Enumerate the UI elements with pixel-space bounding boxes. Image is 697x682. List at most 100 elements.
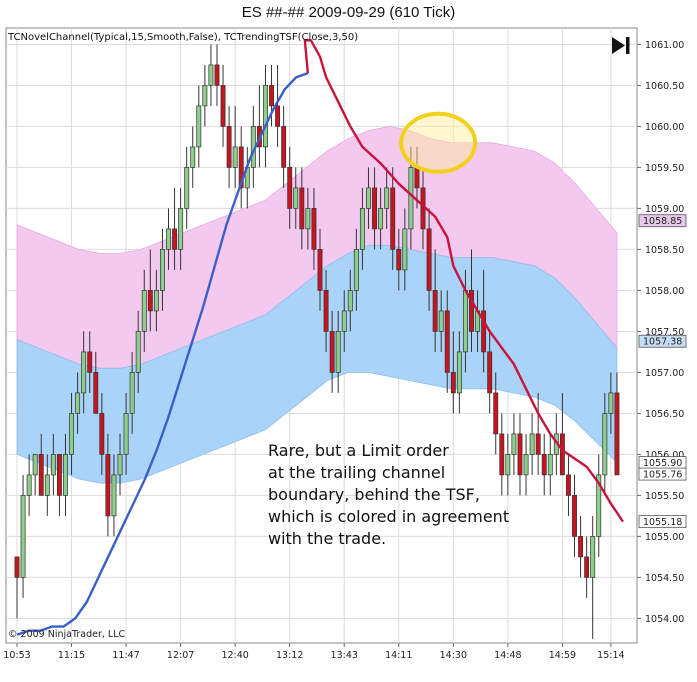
candle bbox=[347, 269, 353, 332]
candle bbox=[432, 249, 438, 352]
candle bbox=[390, 167, 396, 270]
candle-body bbox=[347, 290, 353, 312]
candle-body bbox=[38, 454, 44, 496]
candle bbox=[87, 331, 93, 393]
candle-body bbox=[63, 454, 68, 496]
x-tick-label: 14:30 bbox=[440, 650, 467, 661]
candle-body bbox=[14, 556, 20, 578]
annotation: Rare, but a Limit order at the trailing … bbox=[268, 440, 568, 550]
candle-body bbox=[602, 413, 608, 476]
candle-body bbox=[378, 208, 384, 230]
candle-body bbox=[123, 413, 129, 455]
candle-body bbox=[523, 454, 529, 476]
y-tick-label: 1061.00 bbox=[645, 40, 684, 51]
candle-body bbox=[178, 208, 184, 250]
candle-body bbox=[226, 126, 232, 168]
candle-body bbox=[87, 351, 93, 373]
candle-body bbox=[135, 331, 141, 373]
y-tick-label: 1059.50 bbox=[645, 163, 684, 174]
candle-body bbox=[396, 249, 402, 271]
candle-body bbox=[50, 454, 56, 476]
candle-body bbox=[499, 433, 505, 476]
candle bbox=[123, 392, 129, 475]
candle bbox=[166, 208, 171, 270]
candle-body bbox=[584, 556, 590, 578]
price-marker-label: 1055.76 bbox=[643, 470, 682, 481]
candle bbox=[517, 413, 523, 496]
highlight-circle bbox=[399, 111, 478, 174]
candle-body bbox=[153, 290, 159, 312]
x-tick-label: 11:47 bbox=[112, 650, 139, 661]
candle bbox=[56, 454, 62, 516]
candle-body bbox=[469, 290, 474, 332]
candle bbox=[129, 351, 135, 434]
candle bbox=[75, 372, 81, 434]
candle bbox=[190, 126, 196, 188]
candle-body bbox=[359, 208, 365, 250]
candle bbox=[378, 187, 384, 250]
candle bbox=[359, 187, 365, 270]
candle bbox=[293, 167, 299, 229]
indicator-label: TCNovelChannel(Typical,15,Smooth,False),… bbox=[7, 32, 358, 43]
candle bbox=[99, 392, 105, 475]
candle bbox=[50, 433, 56, 496]
candle-body bbox=[529, 433, 535, 455]
candle bbox=[38, 433, 44, 496]
tsf-line-rising bbox=[16, 71, 309, 636]
candle-body bbox=[32, 454, 38, 476]
y-tick-label: 1054.00 bbox=[645, 614, 684, 625]
candle bbox=[523, 433, 529, 496]
candle bbox=[32, 454, 38, 496]
candle bbox=[141, 269, 147, 352]
candle bbox=[63, 433, 68, 516]
skip-to-end-icon[interactable] bbox=[612, 37, 630, 54]
x-tick-label: 10:53 bbox=[3, 650, 30, 661]
x-tick-label: 13:43 bbox=[331, 650, 358, 661]
candle-body bbox=[414, 167, 420, 189]
candle-body bbox=[305, 208, 311, 230]
y-tick-label: 1054.50 bbox=[645, 573, 684, 584]
candle-body bbox=[311, 208, 317, 250]
price-marker-box bbox=[638, 515, 687, 529]
candle-body bbox=[269, 85, 274, 107]
candle-body bbox=[93, 372, 99, 414]
candle bbox=[323, 269, 329, 352]
candle bbox=[372, 167, 377, 250]
x-tick-label: 12:07 bbox=[167, 650, 194, 661]
candle bbox=[93, 351, 99, 414]
candle bbox=[535, 392, 541, 475]
candle-body bbox=[505, 454, 511, 476]
candle bbox=[505, 433, 511, 496]
annotation-line: which is colored in agreement bbox=[268, 507, 510, 526]
price-marker-label: 1057.38 bbox=[643, 337, 682, 348]
candle bbox=[153, 269, 159, 332]
annotation-line: boundary, behind the TSF, bbox=[268, 485, 480, 504]
candle-body bbox=[559, 433, 565, 476]
candle-body bbox=[590, 536, 596, 578]
candle-body bbox=[263, 85, 268, 148]
candle-body bbox=[493, 392, 499, 435]
candle bbox=[614, 372, 620, 476]
candle bbox=[572, 474, 577, 557]
candle bbox=[81, 331, 87, 414]
candle bbox=[275, 64, 281, 147]
candle-body bbox=[608, 392, 614, 414]
candle bbox=[287, 146, 293, 229]
candle bbox=[220, 64, 226, 147]
candle bbox=[366, 167, 371, 229]
candle-body bbox=[275, 105, 281, 127]
candle bbox=[317, 228, 323, 311]
price-marker-label: 1055.90 bbox=[643, 458, 682, 469]
candle bbox=[602, 392, 608, 496]
candle bbox=[426, 208, 432, 311]
highlight bbox=[399, 111, 478, 174]
price-marker-box bbox=[638, 214, 687, 228]
x-tick-label: 11:15 bbox=[58, 650, 85, 661]
candle-body bbox=[293, 187, 299, 209]
candle-body bbox=[299, 187, 305, 230]
candle-body bbox=[232, 146, 238, 168]
candle-body bbox=[426, 228, 432, 291]
candle bbox=[269, 64, 274, 127]
candle-body bbox=[511, 433, 517, 455]
annotation-line: at the trailing channel bbox=[268, 463, 446, 482]
